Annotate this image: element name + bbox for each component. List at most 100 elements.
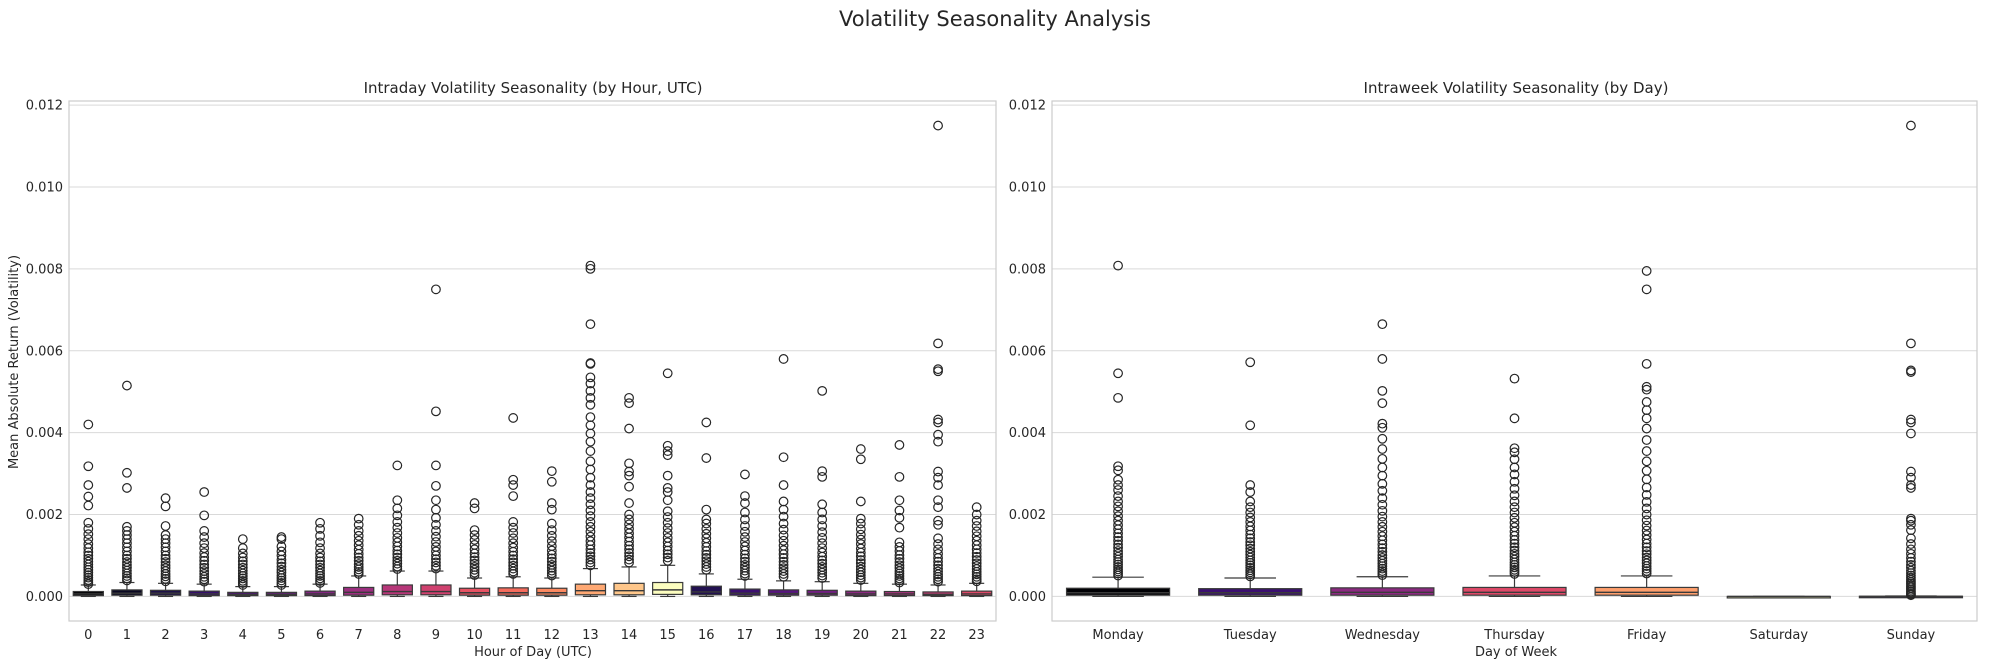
outlier-point [1113, 535, 1123, 546]
outlier-point [353, 519, 364, 530]
outlier-point [662, 368, 673, 379]
iqr-box [1198, 588, 1303, 596]
outlier-point [778, 571, 789, 582]
outlier-point [585, 378, 596, 389]
outlier-point [817, 471, 828, 482]
intraday-y-tick-label: 0.008 [26, 262, 63, 277]
outlier-point [1113, 506, 1123, 517]
outlier-point [431, 537, 441, 547]
outlier-point [546, 570, 557, 581]
outlier-point [894, 512, 905, 523]
outlier-point [160, 546, 171, 557]
intraday-y-tick-label: 0.006 [26, 344, 63, 359]
outlier-point [778, 496, 789, 507]
outlier-point [469, 544, 480, 555]
outlier-point [1377, 517, 1388, 527]
intraday-x-tick-label: 2 [161, 628, 169, 643]
outlier-point [546, 562, 557, 573]
outlier-point [585, 517, 596, 527]
outlier-point [1245, 557, 1256, 568]
outlier-point [624, 481, 634, 492]
outlier-point [585, 399, 596, 410]
outlier-point [160, 521, 171, 531]
outlier-point [83, 562, 94, 573]
outlier-point [1113, 480, 1123, 490]
outlier-point [1245, 420, 1256, 431]
outlier-point [276, 573, 287, 583]
outlier-point [199, 538, 210, 549]
outlier-point [1641, 546, 1652, 556]
outlier-point [1641, 568, 1652, 579]
outlier-point [392, 561, 403, 572]
outlier-point [1509, 373, 1520, 384]
iqr-box [536, 587, 568, 596]
outlier-point [1641, 561, 1652, 572]
outlier-point [933, 495, 943, 506]
intraday-x-tick-label: 17 [737, 628, 754, 643]
outlier-point [122, 380, 132, 391]
outlier-point [894, 522, 905, 533]
outlier-point [740, 521, 750, 531]
outlier-point [1509, 530, 1520, 541]
outlier-point [315, 523, 325, 534]
iqr-box [690, 585, 722, 596]
intraday-box-1 [111, 380, 143, 598]
outlier-point [701, 523, 712, 534]
outlier-point [1377, 493, 1388, 504]
outlier-point [662, 440, 673, 451]
outlier-point [1377, 485, 1388, 496]
intraweek-x-tick-label: Monday [1092, 628, 1144, 643]
outlier-point [701, 562, 712, 572]
outlier-point [971, 569, 982, 580]
outlier-point [1113, 524, 1123, 535]
outlier-point [585, 548, 596, 558]
outlier-point [1245, 357, 1256, 368]
outlier-point [1641, 515, 1652, 526]
outlier-point [585, 456, 596, 467]
outlier-point [1377, 555, 1388, 566]
outlier-point [508, 522, 519, 533]
outlier-point [778, 452, 789, 463]
outlier-point [546, 545, 557, 556]
outlier-point [315, 578, 325, 588]
outlier-point [1906, 472, 1916, 483]
outlier-point [585, 412, 596, 422]
outlier-point [1641, 384, 1652, 395]
outlier-point [662, 523, 673, 533]
intraweek-x-tick-label: Friday [1627, 628, 1667, 643]
outlier-point [83, 500, 94, 511]
outlier-point [894, 563, 905, 574]
outlier-point [1113, 260, 1123, 271]
outlier-point [1377, 558, 1388, 569]
outlier-point [276, 554, 287, 565]
outlier-point [315, 537, 325, 548]
outlier-point [315, 568, 325, 579]
outlier-point [894, 553, 905, 564]
outlier-point [1377, 563, 1388, 574]
outlier-point [585, 554, 596, 565]
outlier-point [199, 543, 210, 554]
outlier-point [1377, 354, 1388, 364]
intraday-y-axis-label: Mean Absolute Return (Volatility) [7, 255, 22, 469]
intraday-x-tick-label: 14 [621, 628, 638, 643]
outlier-point [662, 555, 673, 566]
outlier-point [585, 487, 596, 497]
outlier-point [160, 550, 171, 561]
outlier-point [469, 552, 480, 563]
outlier-point [315, 571, 325, 581]
outlier-point [740, 553, 750, 564]
outlier-point [1641, 456, 1652, 467]
outlier-point [933, 480, 943, 490]
outlier-point [1377, 570, 1388, 581]
outlier-point [971, 540, 982, 551]
outlier-point [662, 483, 673, 493]
outlier-point [508, 566, 519, 577]
outlier-point [392, 549, 403, 560]
outlier-point [933, 553, 943, 563]
intraweek-box-friday [1594, 266, 1699, 598]
outlier-point [778, 535, 789, 546]
outlier-point [83, 491, 94, 502]
outlier-point [353, 530, 364, 541]
outlier-point [894, 571, 905, 581]
intraday-box-6 [304, 517, 336, 598]
